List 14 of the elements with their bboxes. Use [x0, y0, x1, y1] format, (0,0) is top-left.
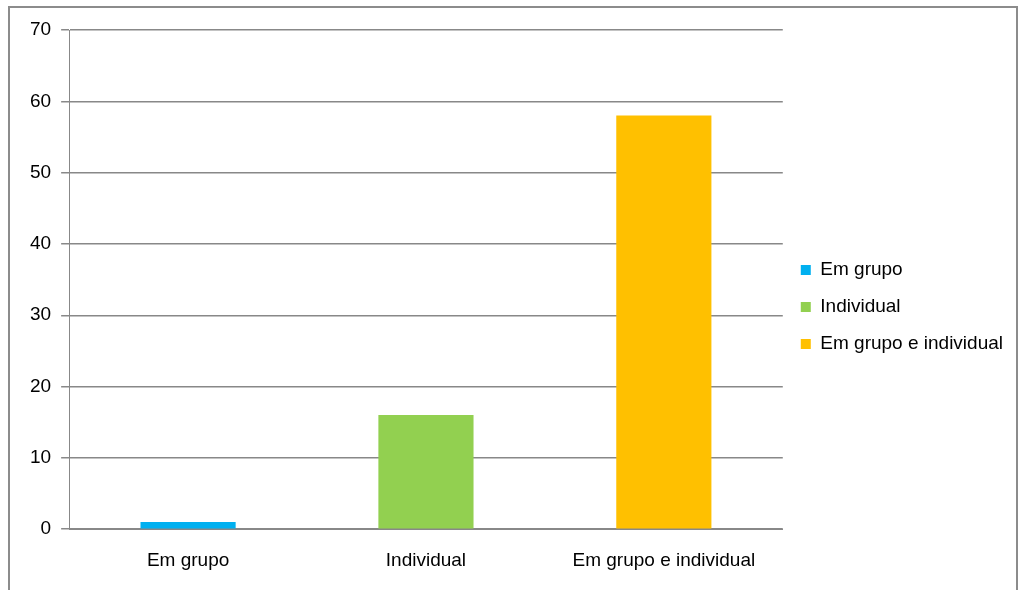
x-tick-label: Individual [385, 548, 467, 570]
legend-label: Individual [820, 295, 901, 317]
y-tick-label: 40 [29, 232, 52, 254]
y-tick-label: 20 [29, 374, 52, 396]
y-tick-label: 0 [40, 517, 52, 539]
y-tick-label: 60 [29, 89, 52, 111]
y-tick-label: 50 [29, 160, 52, 182]
x-tick-label: Em grupo [146, 548, 230, 570]
legend-label: Em grupo [820, 258, 903, 280]
y-tick-label: 70 [29, 18, 52, 40]
y-tick-label: 10 [29, 446, 52, 468]
y-tick-label: 30 [29, 303, 52, 325]
legend-label: Em grupo e individual [820, 332, 1003, 354]
x-tick-label: Em grupo e individual [572, 548, 756, 570]
